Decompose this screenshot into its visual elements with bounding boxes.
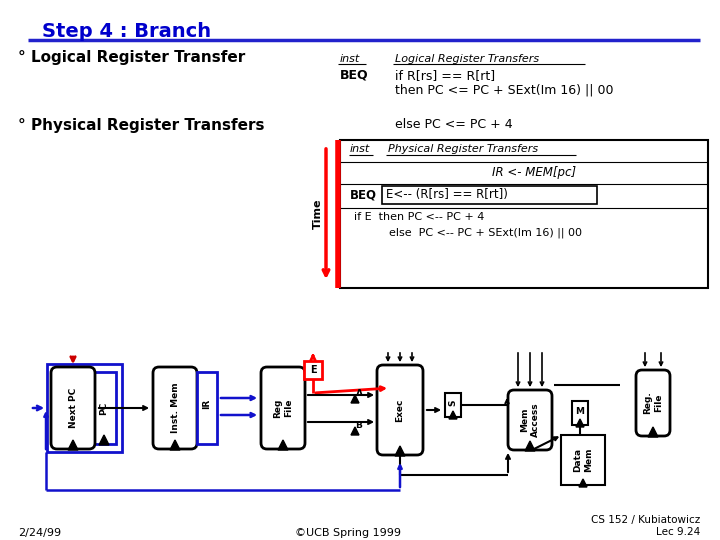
Text: inst: inst	[350, 144, 370, 154]
Polygon shape	[68, 440, 78, 450]
Polygon shape	[576, 419, 584, 427]
Polygon shape	[99, 435, 109, 445]
Bar	[340, 140, 708, 288]
Text: M: M	[575, 407, 585, 415]
Polygon shape	[351, 427, 359, 435]
Text: ° Physical Register Transfers: ° Physical Register Transfers	[18, 118, 264, 133]
Text: else PC <= PC + 4: else PC <= PC + 4	[395, 118, 513, 131]
Text: inst: inst	[340, 54, 360, 64]
Text: E: E	[310, 365, 316, 375]
Polygon shape	[525, 441, 535, 451]
Bar	[572, 401, 588, 425]
Text: A: A	[356, 388, 362, 397]
FancyBboxPatch shape	[261, 367, 305, 449]
Bar	[47, 364, 122, 452]
Text: ° Logical Register Transfer: ° Logical Register Transfer	[18, 50, 246, 65]
Text: E<-- (R[rs] == R[rt]): E<-- (R[rs] == R[rt])	[386, 188, 508, 201]
FancyBboxPatch shape	[508, 390, 552, 450]
Text: Data
Mem: Data Mem	[573, 448, 593, 472]
Text: 2/24/99: 2/24/99	[18, 528, 61, 538]
Text: CS 152 / Kubiatowicz: CS 152 / Kubiatowicz	[590, 515, 700, 525]
FancyBboxPatch shape	[153, 367, 197, 449]
Text: Inst. Mem: Inst. Mem	[171, 383, 179, 433]
Text: BEQ: BEQ	[350, 188, 377, 201]
FancyBboxPatch shape	[377, 365, 423, 455]
Bar	[197, 372, 217, 444]
FancyBboxPatch shape	[636, 370, 670, 436]
Text: if R[rs] == R[rt]: if R[rs] == R[rt]	[395, 69, 495, 82]
Text: Next PC: Next PC	[68, 388, 78, 428]
Bar	[561, 435, 605, 485]
FancyBboxPatch shape	[51, 367, 95, 449]
Text: Lec 9.24: Lec 9.24	[656, 527, 700, 537]
Text: BEQ: BEQ	[340, 69, 369, 82]
Bar	[304, 361, 322, 379]
Polygon shape	[278, 440, 288, 450]
Text: Logical Register Transfers: Logical Register Transfers	[395, 54, 539, 64]
Text: Mem
Access: Mem Access	[521, 403, 540, 437]
Bar	[445, 393, 461, 417]
Polygon shape	[449, 411, 457, 419]
Text: Step 4 : Branch: Step 4 : Branch	[42, 22, 211, 41]
Polygon shape	[579, 479, 587, 487]
Text: Physical Register Transfers: Physical Register Transfers	[388, 144, 538, 154]
Text: Reg
File: Reg File	[274, 399, 293, 417]
Text: Reg.
File: Reg. File	[643, 392, 662, 414]
Text: PC: PC	[99, 401, 109, 415]
Text: IR <- MEM[pc]: IR <- MEM[pc]	[492, 166, 576, 179]
Bar	[382, 186, 597, 204]
Text: ©UCB Spring 1999: ©UCB Spring 1999	[295, 528, 401, 538]
Text: else  PC <-- PC + SExt(Im 16) || 00: else PC <-- PC + SExt(Im 16) || 00	[354, 228, 582, 239]
Polygon shape	[395, 446, 405, 456]
Text: Time: Time	[313, 199, 323, 230]
Text: IR: IR	[202, 399, 212, 409]
Text: B: B	[356, 421, 362, 429]
Polygon shape	[170, 440, 180, 450]
Text: S: S	[449, 400, 457, 406]
Text: Exec: Exec	[395, 399, 405, 422]
Text: then PC <= PC + SExt(Im 16) || 00: then PC <= PC + SExt(Im 16) || 00	[395, 84, 613, 97]
Text: if E  then PC <-- PC + 4: if E then PC <-- PC + 4	[354, 212, 485, 222]
Polygon shape	[351, 395, 359, 403]
Bar	[92, 372, 116, 444]
Polygon shape	[648, 427, 658, 437]
